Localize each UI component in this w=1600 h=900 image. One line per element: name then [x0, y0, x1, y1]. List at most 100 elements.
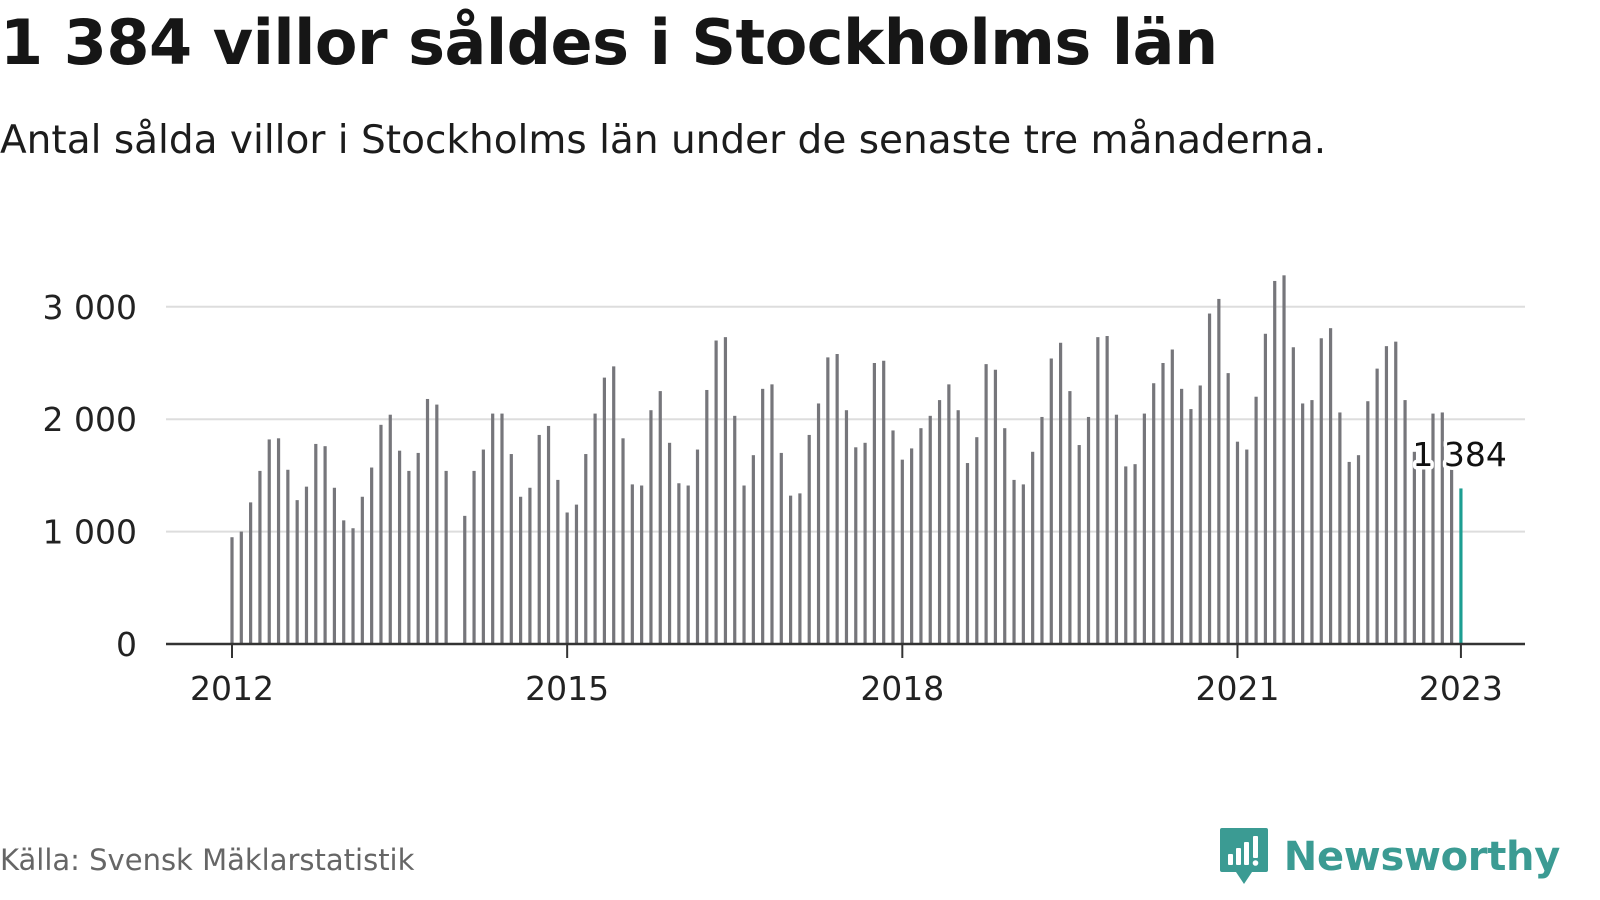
bar [844, 410, 849, 644]
bar [1152, 383, 1156, 644]
bar [854, 447, 858, 644]
bar [323, 446, 327, 644]
bar [546, 425, 551, 644]
x-tick-label-2021: 2021 [1195, 669, 1279, 708]
bar [705, 389, 709, 644]
bar [556, 479, 560, 644]
bar [695, 449, 700, 644]
bar [1217, 298, 1221, 644]
bar [519, 496, 523, 644]
bar [975, 437, 979, 644]
bar [1114, 414, 1119, 644]
bar [593, 413, 597, 644]
bar [1124, 466, 1128, 644]
bar [891, 430, 895, 644]
bar [407, 470, 411, 644]
bar [481, 449, 485, 644]
bar [1328, 328, 1333, 644]
newsworthy-logo-icon [1219, 828, 1268, 884]
bar [1021, 484, 1025, 644]
bar [509, 454, 513, 644]
bar [1198, 385, 1202, 644]
bar [1422, 455, 1426, 644]
bar [1338, 412, 1342, 644]
bar [1105, 336, 1109, 644]
bar [984, 364, 988, 644]
bar [1263, 333, 1268, 644]
bar [1319, 338, 1323, 644]
bar [342, 520, 346, 644]
bar [1170, 349, 1174, 644]
bar [872, 363, 876, 644]
bar [1068, 391, 1072, 644]
y-tick-label-2000: 2 000 [43, 400, 137, 439]
bar [388, 414, 392, 644]
bar [1403, 400, 1407, 644]
bar [910, 448, 914, 644]
bar [1077, 445, 1081, 644]
bar [1086, 416, 1091, 644]
bar [1142, 413, 1146, 644]
bar [965, 463, 970, 644]
bar [733, 415, 737, 644]
bar [1235, 441, 1240, 644]
bar [528, 487, 532, 644]
bar [947, 384, 951, 644]
bar [332, 487, 337, 644]
bar [1366, 401, 1370, 644]
bar [1282, 275, 1286, 644]
brand-name: Newsworthy [1283, 834, 1561, 880]
bar [370, 467, 374, 644]
bar [491, 413, 495, 644]
bar [230, 537, 234, 644]
bar [239, 531, 243, 644]
y-tick-label-3000: 3 000 [43, 288, 137, 327]
bar [1040, 416, 1044, 644]
bars [230, 275, 1463, 644]
bar [1431, 413, 1435, 644]
source-credit: Källa: Svensk Mäklarstatistik [0, 843, 415, 877]
bar [826, 357, 830, 644]
bar [1031, 451, 1035, 644]
bar [1161, 363, 1165, 644]
bar [1440, 412, 1444, 644]
bar [276, 438, 281, 644]
bar [863, 442, 867, 644]
bar [761, 388, 765, 644]
bar [1394, 341, 1398, 644]
bar [1096, 337, 1100, 644]
bar [667, 442, 672, 644]
bar [602, 377, 606, 644]
x-tick-label-2012: 2012 [190, 669, 274, 708]
bar [1207, 313, 1212, 644]
bar [1384, 346, 1389, 644]
bar [658, 391, 662, 644]
x-tick-label-2015: 2015 [525, 669, 609, 708]
bar [360, 496, 364, 644]
bar [686, 485, 690, 644]
y-tick-label-0: 0 [116, 625, 137, 664]
x-tick-label-2023: 2023 [1419, 669, 1503, 708]
bar-chart: 0 1 000 2 000 3 000 2012 2015 2018 2021 2023 1 … [43, 275, 1525, 708]
bar [1012, 479, 1016, 644]
chart-subtitle: Antal sålda villor i Stockholms län unde… [0, 118, 1327, 163]
bar [1133, 464, 1137, 644]
bar [1356, 455, 1361, 644]
bar [1254, 396, 1258, 644]
bar [835, 354, 839, 644]
bar [1450, 464, 1454, 644]
bar [267, 439, 271, 644]
bar [397, 450, 402, 644]
bar [807, 434, 811, 644]
x-axis-ticks [231, 644, 1462, 658]
bar [816, 403, 821, 644]
bar [1180, 388, 1184, 644]
bar [574, 504, 579, 644]
bar [751, 455, 755, 644]
bar [258, 470, 262, 644]
bar [435, 404, 439, 644]
bar [500, 413, 504, 644]
brand-logo[interactable]: Newsworthy [1218, 822, 1560, 892]
bar [444, 470, 448, 644]
bar [1049, 358, 1053, 644]
